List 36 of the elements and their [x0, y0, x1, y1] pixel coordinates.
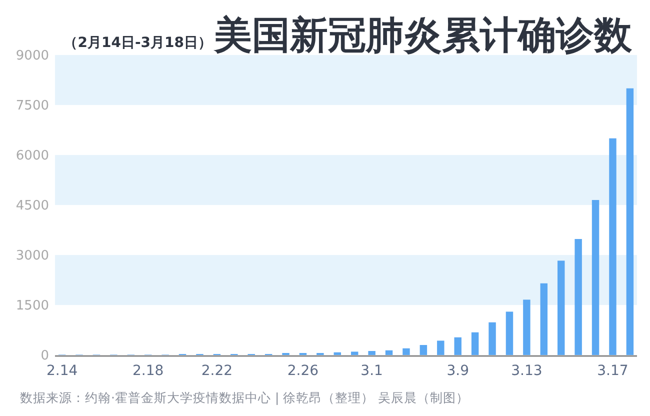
bar	[557, 260, 565, 355]
bar	[437, 340, 444, 355]
x-tick-label: 3.13	[511, 363, 542, 379]
bar	[540, 283, 548, 355]
bar	[488, 322, 496, 355]
y-tick-label: 7500	[16, 98, 49, 114]
bar	[420, 345, 428, 355]
x-tick-label: 2.18	[132, 363, 164, 379]
bar	[454, 337, 462, 355]
y-tick-label: 0	[40, 348, 49, 364]
bar	[523, 300, 530, 355]
bar	[350, 352, 358, 355]
bar	[334, 352, 342, 355]
y-tick-label: 6000	[16, 148, 49, 164]
bar	[385, 350, 393, 355]
y-tick-label: 3000	[16, 248, 49, 264]
x-tick-label: 3.9	[446, 363, 469, 379]
bar	[471, 332, 479, 355]
bar	[368, 351, 376, 355]
chart-title: 美国新冠肺炎累计确诊数	[213, 13, 633, 57]
x-tick-label: 2.22	[201, 363, 233, 379]
bar	[626, 88, 634, 355]
chart-subtitle: （2月14日-3月18日）	[64, 35, 212, 51]
x-tick-label: 2.26	[287, 363, 319, 379]
bar	[592, 200, 600, 355]
bar	[574, 239, 582, 355]
y-tick-label: 4500	[16, 198, 49, 214]
x-tick-label: 3.1	[360, 363, 383, 379]
bar	[609, 138, 616, 355]
x-tick-label: 3.17	[597, 363, 628, 379]
y-tick-label: 1500	[16, 298, 49, 314]
x-tick-label: 2.14	[46, 363, 78, 379]
y-tick-label: 9000	[16, 48, 49, 64]
bar	[402, 348, 410, 355]
source-note: 数据来源：约翰·霍普金斯大学疫情数据中心 | 徐乾昂（整理） 吴辰晨（制图）	[20, 390, 470, 405]
bar	[506, 312, 514, 355]
